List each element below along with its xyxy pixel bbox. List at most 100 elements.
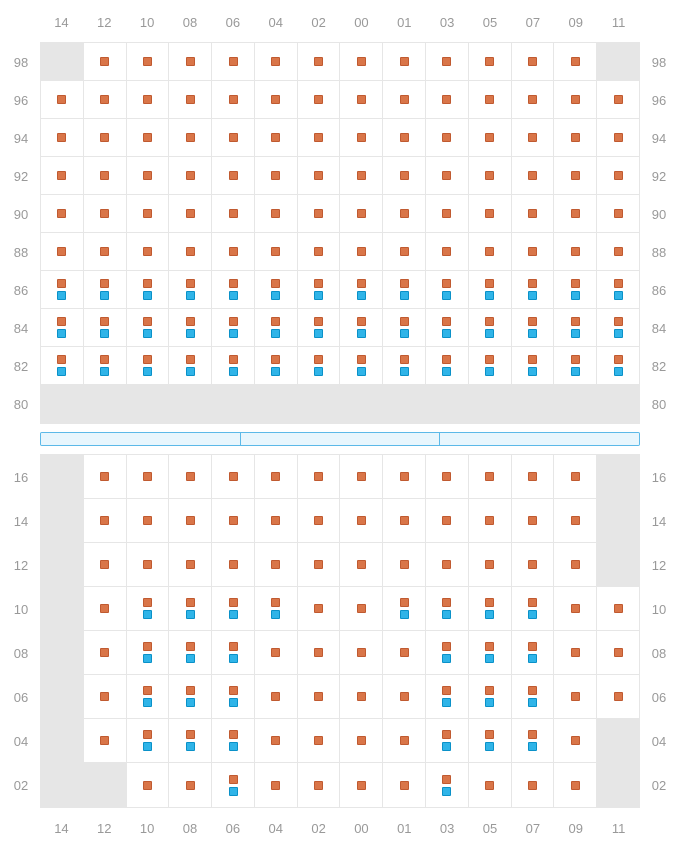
seat-cell[interactable]	[84, 309, 127, 346]
seat-cell[interactable]	[127, 763, 170, 807]
seat-cell[interactable]	[426, 499, 469, 542]
seat-cell[interactable]	[554, 309, 597, 346]
seat-cell[interactable]	[127, 157, 170, 194]
seat-cell[interactable]	[340, 43, 383, 80]
seat-cell[interactable]	[41, 195, 84, 232]
seat-cell[interactable]	[212, 631, 255, 674]
seat-cell[interactable]	[512, 81, 555, 118]
seat-cell[interactable]	[469, 271, 512, 308]
seat-cell[interactable]	[597, 309, 639, 346]
seat-cell[interactable]	[383, 543, 426, 586]
seat-cell[interactable]	[512, 233, 555, 270]
seat-cell[interactable]	[255, 719, 298, 762]
seat-cell[interactable]	[41, 119, 84, 156]
seat-cell[interactable]	[383, 43, 426, 80]
seat-cell[interactable]	[512, 587, 555, 630]
seat-cell[interactable]	[554, 763, 597, 807]
seat-cell[interactable]	[512, 119, 555, 156]
seat-cell[interactable]	[298, 195, 341, 232]
seat-cell[interactable]	[255, 631, 298, 674]
seat-cell[interactable]	[127, 675, 170, 718]
seat-cell[interactable]	[127, 233, 170, 270]
seat-cell[interactable]	[255, 587, 298, 630]
seat-cell[interactable]	[84, 675, 127, 718]
seat-cell[interactable]	[169, 233, 212, 270]
seat-cell[interactable]	[212, 347, 255, 384]
seat-cell[interactable]	[127, 499, 170, 542]
seat-cell[interactable]	[298, 587, 341, 630]
seat-cell[interactable]	[340, 309, 383, 346]
seat-cell[interactable]	[512, 675, 555, 718]
seat-cell[interactable]	[469, 719, 512, 762]
seat-cell[interactable]	[127, 271, 170, 308]
seat-cell[interactable]	[298, 763, 341, 807]
seat-cell[interactable]	[41, 233, 84, 270]
seat-cell[interactable]	[597, 675, 639, 718]
seat-cell[interactable]	[426, 233, 469, 270]
seat-cell[interactable]	[383, 675, 426, 718]
seat-cell[interactable]	[255, 675, 298, 718]
seat-cell[interactable]	[383, 455, 426, 498]
seat-cell[interactable]	[127, 81, 170, 118]
seat-cell[interactable]	[41, 81, 84, 118]
seat-cell[interactable]	[469, 81, 512, 118]
seat-cell[interactable]	[298, 233, 341, 270]
seat-cell[interactable]	[383, 309, 426, 346]
seat-cell[interactable]	[169, 195, 212, 232]
seat-cell[interactable]	[255, 157, 298, 194]
seat-cell[interactable]	[127, 347, 170, 384]
seat-cell[interactable]	[383, 81, 426, 118]
seat-cell[interactable]	[512, 763, 555, 807]
seat-cell[interactable]	[554, 43, 597, 80]
seat-cell[interactable]	[298, 499, 341, 542]
seat-cell[interactable]	[554, 119, 597, 156]
seat-cell[interactable]	[383, 763, 426, 807]
seat-cell[interactable]	[469, 233, 512, 270]
seat-cell[interactable]	[212, 157, 255, 194]
seat-cell[interactable]	[169, 719, 212, 762]
seat-cell[interactable]	[597, 347, 639, 384]
seat-cell[interactable]	[469, 195, 512, 232]
seat-cell[interactable]	[426, 157, 469, 194]
seat-cell[interactable]	[255, 271, 298, 308]
seat-cell[interactable]	[298, 119, 341, 156]
seat-cell[interactable]	[212, 233, 255, 270]
seat-cell[interactable]	[340, 631, 383, 674]
seat-cell[interactable]	[255, 543, 298, 586]
seat-cell[interactable]	[426, 43, 469, 80]
seat-cell[interactable]	[469, 347, 512, 384]
seat-cell[interactable]	[41, 271, 84, 308]
seat-cell[interactable]	[469, 119, 512, 156]
seat-cell[interactable]	[84, 233, 127, 270]
seat-cell[interactable]	[340, 81, 383, 118]
seat-cell[interactable]	[127, 119, 170, 156]
seat-cell[interactable]	[255, 499, 298, 542]
seat-cell[interactable]	[169, 119, 212, 156]
seat-cell[interactable]	[127, 587, 170, 630]
seat-cell[interactable]	[212, 119, 255, 156]
seat-cell[interactable]	[426, 587, 469, 630]
seat-cell[interactable]	[340, 499, 383, 542]
seat-cell[interactable]	[554, 675, 597, 718]
seat-cell[interactable]	[84, 157, 127, 194]
seat-cell[interactable]	[212, 587, 255, 630]
seat-cell[interactable]	[340, 675, 383, 718]
seat-cell[interactable]	[84, 543, 127, 586]
seat-cell[interactable]	[169, 43, 212, 80]
seat-cell[interactable]	[212, 719, 255, 762]
seat-cell[interactable]	[383, 233, 426, 270]
seat-cell[interactable]	[383, 719, 426, 762]
seat-cell[interactable]	[426, 271, 469, 308]
seat-cell[interactable]	[255, 455, 298, 498]
seat-cell[interactable]	[512, 347, 555, 384]
seat-cell[interactable]	[169, 455, 212, 498]
seat-cell[interactable]	[212, 543, 255, 586]
seat-cell[interactable]	[169, 675, 212, 718]
seat-cell[interactable]	[383, 631, 426, 674]
seat-cell[interactable]	[84, 587, 127, 630]
seat-cell[interactable]	[426, 763, 469, 807]
seat-cell[interactable]	[469, 543, 512, 586]
seat-cell[interactable]	[127, 543, 170, 586]
seat-cell[interactable]	[469, 157, 512, 194]
seat-cell[interactable]	[554, 233, 597, 270]
